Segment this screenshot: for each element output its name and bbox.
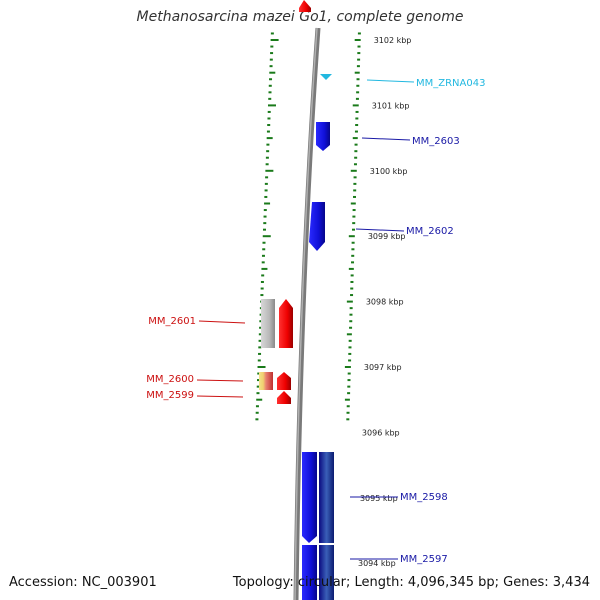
rna-feature-mm-zrna043[interactable] [320,74,332,80]
ruler-label: 3100 kbp [370,167,408,176]
genome-title: Methanosarcina mazei Go1, complete genom… [136,9,464,25]
gene-feature-mm-2598[interactable] [302,452,317,543]
leader-mm-2599 [196,395,244,398]
gene-feature-mm-2600-multi[interactable] [259,372,273,390]
gene-label-mm-2603[interactable]: MM_2603 [412,136,460,147]
topology-label: Topology: circular; Length: 4,096,345 bp… [232,575,590,590]
gene-feature-mm-2599[interactable] [277,391,291,404]
gene-feature-mm-2597[interactable] [302,545,317,600]
gene-feature-mm-2597-strip[interactable] [319,545,334,600]
gene-feature-mm-2603[interactable] [316,122,330,151]
ruler-label: 3102 kbp [374,36,412,45]
backbone [293,27,321,600]
ruler-label: 3096 kbp [362,428,400,437]
gene-feature-mm-2602[interactable] [309,202,325,251]
gene-label-mm-2599[interactable]: MM_2599 [146,390,194,401]
gene-feature-mm-2600[interactable] [277,372,291,390]
leader-mm-2603 [361,137,411,141]
ruler-label: 3095 kbp [360,494,398,503]
gene-feature-mm-2601-gray[interactable] [261,299,275,348]
gene-label-mm-2601[interactable]: MM_2601 [148,316,196,327]
gene-label-mm-2600[interactable]: MM_2600 [146,374,194,385]
leader-mm-zrna043 [366,79,415,83]
gene-feature-top-red[interactable] [299,0,311,12]
gene-feature-mm-2598-strip[interactable] [319,452,334,543]
ruler-labels: 3102 kbp 3101 kbp 3100 kbp 3099 kbp 3098 kbp… [358,36,411,568]
gene-feature-mm-2601[interactable] [279,299,293,348]
gene-label-mm-zrna043[interactable]: MM_ZRNA043 [416,78,485,89]
ruler-label: 3099 kbp [368,232,406,241]
ruler-label: 3101 kbp [372,101,410,110]
ruler-label: 3098 kbp [366,298,404,307]
gene-label-mm-2598[interactable]: MM_2598 [400,492,448,503]
leader-mm-2602 [355,228,405,232]
accession-label: Accession: NC_003901 [9,575,157,590]
leader-mm-2601 [198,320,246,324]
backbone-highlight [294,27,318,600]
gene-label-mm-2597[interactable]: MM_2597 [400,554,448,565]
ruler-label: 3097 kbp [364,363,402,372]
leader-mm-2600 [196,379,244,382]
right-tick-ruler [344,32,361,421]
gene-label-mm-2602[interactable]: MM_2602 [406,226,454,237]
ruler-label: 3094 kbp [358,559,396,568]
